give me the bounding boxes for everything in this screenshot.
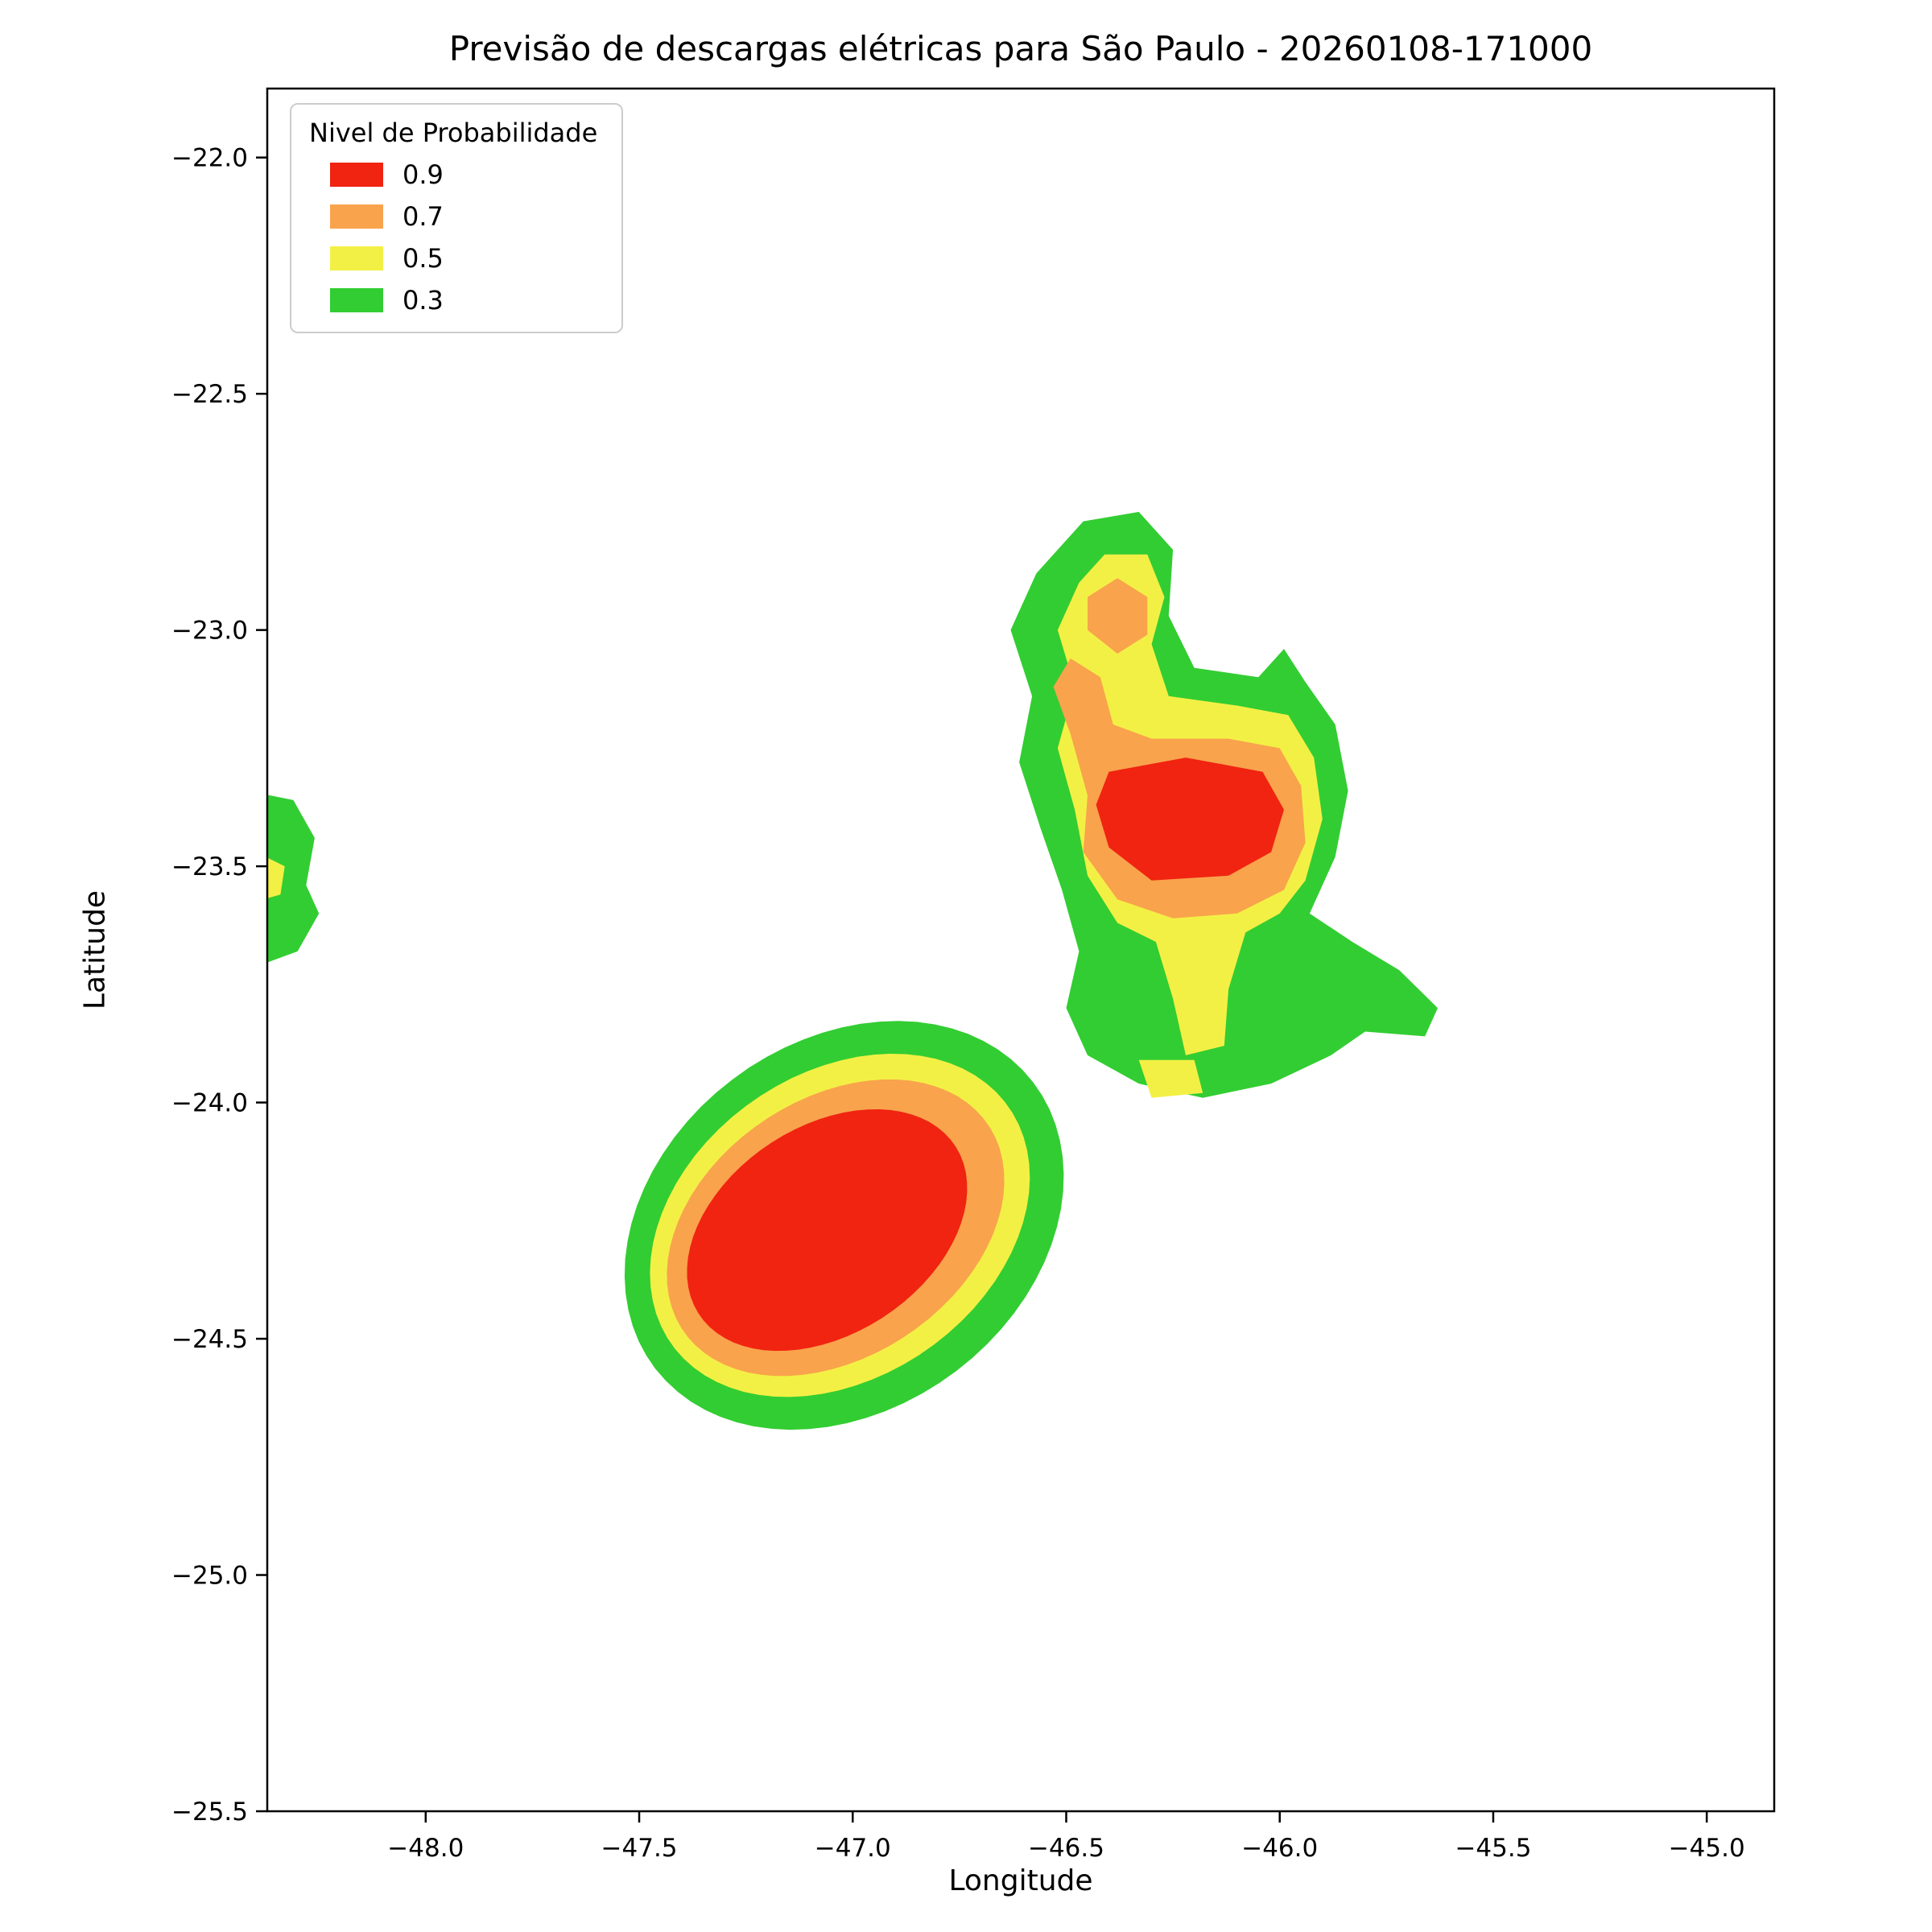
legend-entry-0.9: 0.9 (309, 159, 597, 190)
y-tick-label: −23.0 (171, 617, 248, 646)
y-tick-label: −24.0 (171, 1089, 248, 1118)
legend-entry-0.3: 0.3 (309, 285, 597, 316)
x-tick-label: −46.0 (1241, 1834, 1318, 1863)
contour-region-northeast-cell-orange-spot-north (1088, 578, 1148, 654)
legend: Nivel de Probabilidade 0.9 0.7 0.5 0.3 (290, 103, 624, 333)
contour-region-west-edge-cell-green (267, 795, 320, 963)
legend-title: Nivel de Probabilidade (309, 118, 598, 148)
x-tick-label: −47.0 (815, 1834, 891, 1863)
contour-region-northeast-cell-red-core (1096, 758, 1284, 881)
contour-region-southwest-cell-red-core (687, 1109, 968, 1352)
contour-region-northeast-cell-yellow-spot-south (1138, 1059, 1203, 1098)
y-axis-label: Latitude (78, 890, 112, 1010)
chart-title: Previsão de descargas elétricas para São… (448, 29, 1593, 68)
y-tick-label: −23.5 (171, 852, 248, 881)
legend-entry-0.7: 0.7 (309, 201, 597, 232)
legend-swatch-0.3-icon (330, 288, 383, 312)
y-tick-label: −25.5 (171, 1798, 248, 1827)
contour-region-west-edge-cell-yellow (267, 857, 285, 898)
legend-entry-label: 0.5 (402, 243, 444, 274)
plot-background (267, 89, 1774, 1811)
axes-spine (266, 87, 1776, 1813)
y-tick-label: −24.5 (171, 1325, 248, 1354)
x-tick-label: −47.5 (601, 1834, 678, 1863)
x-tick-label: −45.0 (1669, 1834, 1745, 1863)
legend-swatch-0.7-icon (330, 204, 383, 229)
y-tick-label: −25.0 (171, 1562, 248, 1591)
y-tick-label: −22.5 (171, 380, 248, 409)
y-tick-label: −22.0 (171, 144, 248, 173)
x-tick-label: −48.0 (387, 1834, 464, 1863)
legend-entry-0.5: 0.5 (309, 243, 597, 274)
x-tick-label: −45.5 (1455, 1834, 1531, 1863)
legend-entry-label: 0.9 (402, 159, 444, 190)
legend-entry-label: 0.3 (402, 285, 444, 316)
legend-swatch-0.9-icon (330, 163, 383, 187)
x-tick-label: −46.5 (1028, 1834, 1104, 1863)
legend-swatch-0.5-icon (330, 246, 383, 270)
x-axis-label: Longitude (948, 1864, 1093, 1897)
legend-entry-label: 0.7 (402, 201, 444, 232)
